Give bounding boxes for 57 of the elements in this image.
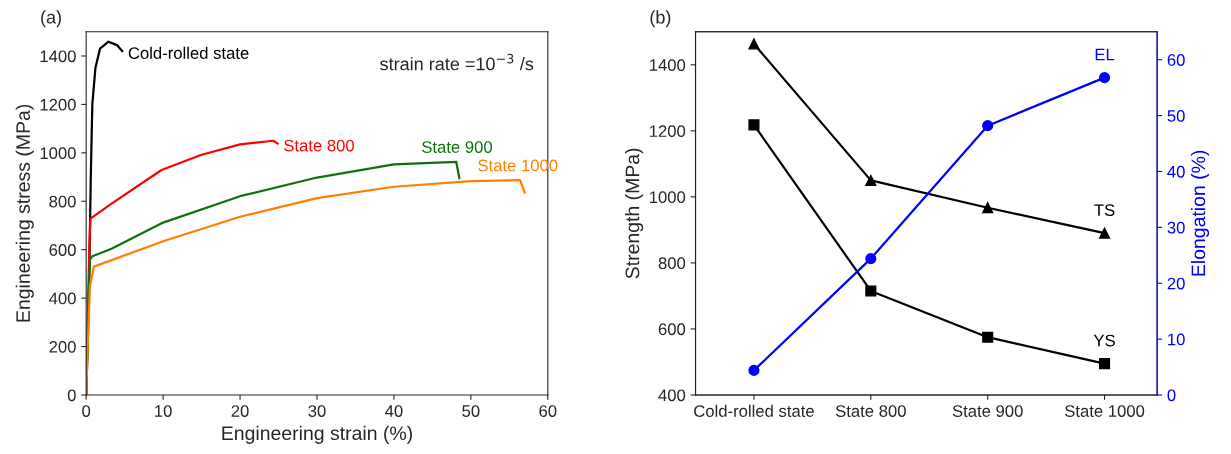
y-tick-label: 800	[658, 257, 686, 270]
y2-tick-label: 30	[1167, 221, 1185, 234]
y-tick-label: 1200	[649, 125, 686, 138]
point	[1098, 72, 1111, 84]
y-tick-label: 400	[658, 389, 686, 402]
y2-tick-label: 20	[1167, 277, 1185, 290]
series-label: YS	[1093, 334, 1115, 347]
x-tick-label: 20	[231, 405, 249, 417]
point	[748, 364, 760, 376]
x-tick-label: 40	[385, 405, 403, 417]
point	[865, 285, 877, 297]
chart-title: (b)	[650, 10, 671, 28]
y2-tick-label: 60	[1167, 54, 1185, 66]
series-label: EL	[1095, 48, 1115, 61]
series-label: State 800	[284, 139, 354, 152]
y-axis-title: Engineering stress (MPa)	[15, 104, 34, 322]
x-tick-label: 0	[82, 405, 91, 417]
y-tick-label: 1000	[649, 191, 686, 204]
x-tick-label: 60	[539, 405, 557, 417]
y2-axis-title: Elongation (%)	[1190, 150, 1210, 276]
point	[1098, 227, 1111, 239]
series-label: State 900	[422, 141, 492, 153]
y-tick-label: 0	[67, 389, 76, 402]
y-tick-label: 1200	[40, 98, 76, 111]
y-tick-label: 1400	[40, 50, 76, 63]
chart-title: (a)	[41, 10, 61, 28]
y2-tick-label: 40	[1167, 165, 1185, 178]
annotation: strain rate =10$^{−3}$ /s	[380, 53, 534, 71]
y2-tick-label: 0	[1167, 389, 1176, 402]
point	[982, 120, 994, 132]
point	[1098, 358, 1111, 370]
x-tick-label: State 800	[835, 405, 906, 417]
x-tick-label: State 900	[952, 405, 1023, 417]
y-tick-label: 1400	[649, 59, 686, 71]
y-tick-label: 400	[49, 292, 76, 305]
series-label: TS	[1094, 204, 1115, 217]
x-tick-label: 10	[155, 405, 172, 417]
y-tick-label: 1000	[40, 147, 76, 160]
y-axis-title: Strength (MPa)	[625, 148, 644, 279]
x-tick-label: 50	[462, 405, 480, 417]
point	[748, 38, 760, 50]
point	[748, 119, 760, 131]
y-tick-label: 600	[49, 244, 76, 256]
point	[865, 253, 877, 265]
x-tick-label: State 1000	[1065, 405, 1145, 417]
y-tick-label: 600	[658, 323, 686, 336]
point	[982, 331, 994, 343]
point	[982, 202, 994, 214]
point	[865, 174, 877, 186]
y2-tick-label: 10	[1168, 333, 1185, 346]
y-tick-label: 200	[49, 340, 76, 353]
y-tick-label: 800	[49, 195, 76, 208]
x-tick-label: 30	[308, 405, 326, 417]
y2-tick-label: 50	[1167, 110, 1185, 122]
series-label: Cold-rolled state	[128, 46, 249, 59]
x-tick-label: Cold-rolled state	[694, 404, 814, 417]
x-axis-title: Engineering strain (%)	[222, 425, 412, 444]
